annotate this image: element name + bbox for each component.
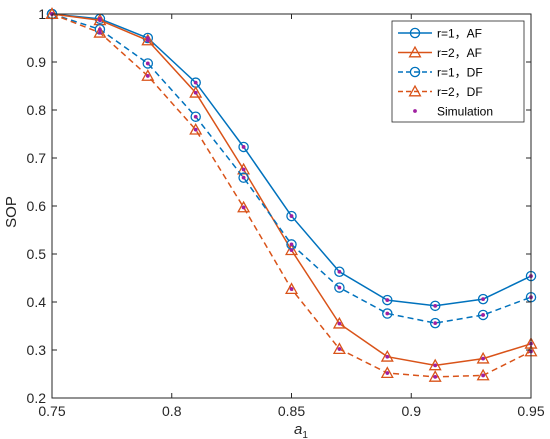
simulation-point-0-5 <box>289 214 294 218</box>
series-3-marker-2 <box>141 69 155 81</box>
y-tick-label-3: 0.5 <box>27 246 47 262</box>
y-axis-label: SOP <box>3 196 20 228</box>
axes: 0.75 0.8 0.85 0.9 0.95 0.2 0.3 0.4 0.5 0.6 0.7 0.8 0… <box>27 6 545 419</box>
series-0-marker-5 <box>286 210 297 222</box>
series-1-marker-9 <box>476 351 490 364</box>
series-1-marker-5 <box>284 243 299 256</box>
y-tick-label-4: 0.6 <box>27 198 47 214</box>
series-2-marker-2 <box>142 58 154 69</box>
simulation-point-2-9 <box>481 313 485 317</box>
y-tick-label-7: 0.9 <box>27 54 47 70</box>
series-0-marker-4 <box>238 141 249 153</box>
x-tick-label-1: 0.8 <box>162 403 182 419</box>
simulation-point-3-3 <box>193 127 198 132</box>
x-axis-label-subscript: 1 <box>302 430 308 439</box>
x-tick-label-0: 0.75 <box>38 403 65 419</box>
simulation-point-2-3 <box>193 114 198 119</box>
series-1-marker-3 <box>189 85 203 98</box>
series-0-marker-9 <box>477 293 489 305</box>
series-3-marker-7 <box>380 366 394 379</box>
series-1-marker-4 <box>237 162 251 175</box>
series-3-marker-8 <box>428 370 442 382</box>
series-0-marker-7 <box>382 294 393 306</box>
simulation-point-3-2 <box>145 74 150 78</box>
y-tick-label-0: 0.2 <box>27 390 47 406</box>
legend-marker-4 <box>413 109 417 113</box>
series-2-marker-6 <box>334 282 345 293</box>
simulation-point-1-8 <box>433 363 438 368</box>
series-1-marker-6 <box>332 316 346 329</box>
simulation-point-1-6 <box>337 321 342 326</box>
simulation-point-0-7 <box>385 298 390 302</box>
y-tick-label-6: 0.8 <box>27 102 47 118</box>
legend-marker-2 <box>409 66 421 78</box>
legend-label-2: r=1，DF <box>437 66 483 80</box>
legend-label-1: r=2，AF <box>437 46 482 60</box>
plot-area <box>45 7 538 382</box>
series-1-marker-2 <box>141 33 155 46</box>
simulation-point-2-7 <box>385 311 390 316</box>
series-0-marker-8 <box>429 300 441 312</box>
simulation-point-0-4 <box>241 145 246 149</box>
series-0-marker-6 <box>334 266 345 278</box>
y-tick-label-2: 0.4 <box>27 294 47 310</box>
simulation-point-3-4 <box>241 205 246 210</box>
simulation-point-0-6 <box>337 269 342 274</box>
simulation-point-1-2 <box>145 38 150 43</box>
legend-label-0: r=1，AF <box>437 27 482 41</box>
series-2-marker-9 <box>477 309 489 321</box>
simulation-point-3-9 <box>481 373 485 378</box>
simulation-point-0-8 <box>433 303 438 308</box>
simulation-point-2-1 <box>98 27 102 32</box>
series-3-marker-1 <box>93 25 107 38</box>
series-3-marker-3 <box>189 122 203 135</box>
x-tick-label-2: 0.85 <box>278 403 305 419</box>
series-3-marker-9 <box>476 368 490 381</box>
legend-marker-3 <box>408 84 422 97</box>
legend-marker-1 <box>408 45 422 58</box>
y-tick-label-8: 1 <box>38 6 46 22</box>
simulation-point-1-4 <box>241 167 246 172</box>
simulation-point-1-7 <box>385 354 390 359</box>
x-tick-label-3: 0.9 <box>402 403 422 419</box>
simulation-point-3-5 <box>289 287 294 291</box>
y-tick-label-5: 0.7 <box>27 150 47 166</box>
legend-label-3: r=2，DF <box>437 85 483 99</box>
simulation-point-2-8 <box>433 321 438 326</box>
simulation-point-0-9 <box>481 297 485 302</box>
simulation-point-2-4 <box>241 175 246 180</box>
series-1-marker-8 <box>428 358 442 371</box>
simulation-point-2-2 <box>145 61 150 66</box>
series-1-marker-7 <box>380 349 394 362</box>
simulation-point-1-3 <box>193 90 198 95</box>
series-3-marker-6 <box>332 342 346 355</box>
simulation-point-2-6 <box>337 285 342 290</box>
simulation-point-3-1 <box>98 30 102 35</box>
x-tick-label-4: 0.95 <box>517 403 544 419</box>
x-axis-label: a1 <box>294 421 308 439</box>
legend: r=1，AF r=2，AF r=1，DF r=2，DF Simulation <box>391 20 525 123</box>
series-3-marker-4 <box>237 200 251 213</box>
simulation-point-3-8 <box>433 374 438 379</box>
series-2-marker-8 <box>429 317 441 329</box>
simulation-point-2-5 <box>289 242 294 247</box>
simulation-point-0-3 <box>193 80 198 85</box>
simulation-point-3-6 <box>337 347 342 351</box>
simulation-point-1-1 <box>98 18 102 23</box>
series-2-marker-4 <box>238 172 249 183</box>
simulation-point-1-5 <box>289 248 294 253</box>
series-2-marker-7 <box>382 308 393 319</box>
series-3-marker-5 <box>284 282 299 295</box>
series-2-marker-3 <box>190 111 201 122</box>
legend-marker-0 <box>409 27 421 39</box>
legend-label-4: Simulation <box>437 105 493 119</box>
x-axis-label-main: a <box>294 421 302 438</box>
simulation-point-1-9 <box>481 356 485 361</box>
simulation-point-3-7 <box>385 371 390 375</box>
y-tick-label-1: 0.3 <box>27 342 47 358</box>
